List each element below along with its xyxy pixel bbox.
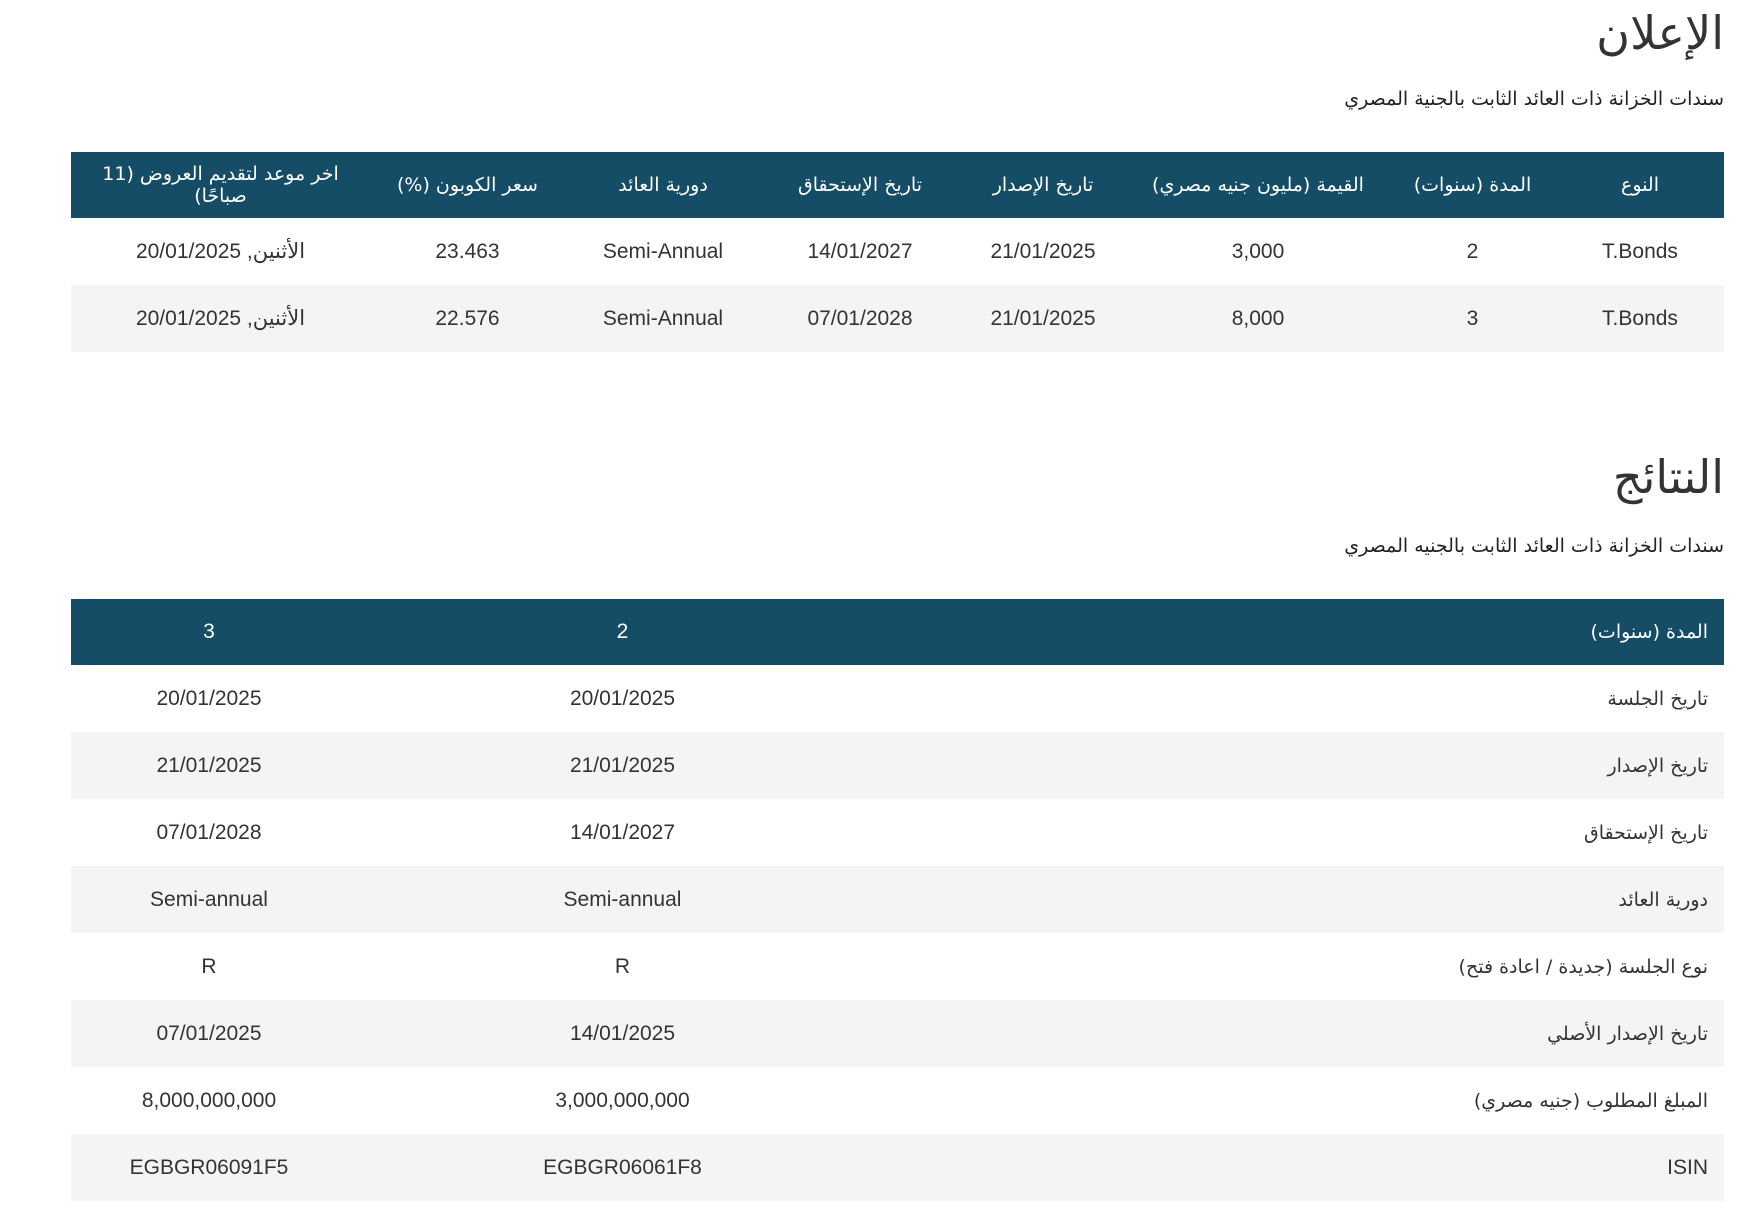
cell-value: 21/01/2025 (71, 732, 347, 799)
cell-value: 07/01/2028 (71, 799, 347, 866)
cell-value: 3,000,000,000 (347, 1067, 898, 1134)
cell-coupon-rate: 23.463 (370, 218, 565, 285)
cell-issue-date: 21/01/2025 (959, 285, 1127, 352)
results-header-row: المدة (سنوات) 2 3 (71, 599, 1724, 665)
row-label-maturity-date: تاريخ الإستحقاق (898, 799, 1724, 866)
row-label-coupon-frequency: دورية العائد (898, 866, 1724, 933)
cell-coupon-frequency: Semi-Annual (565, 218, 761, 285)
header-coupon-frequency: دورية العائد (565, 152, 761, 218)
row-label-original-issue-date: تاريخ الإصدار الأصلي (898, 1000, 1724, 1067)
header-tenor-3: 3 (71, 599, 347, 665)
table-row: ISIN EGBGR06061F8 EGBGR06091F5 (71, 1134, 1724, 1201)
cell-bid-deadline: الأثنين, 20/01/2025 (71, 285, 370, 352)
table-row: T.Bonds 3 8,000 21/01/2025 07/01/2028 Se… (71, 285, 1724, 352)
table-row: تاريخ الإستحقاق 14/01/2027 07/01/2028 (71, 799, 1724, 866)
row-label-session-type: نوع الجلسة (جديدة / اعادة فتح) (898, 933, 1724, 1000)
announcement-header-row: النوع المدة (سنوات) القيمة (مليون جنيه م… (71, 152, 1724, 218)
header-tenor: المدة (سنوات) (1389, 152, 1556, 218)
cell-value: R (347, 933, 898, 1000)
cell-value: Semi-annual (71, 866, 347, 933)
header-maturity-date: تاريخ الإستحقاق (761, 152, 959, 218)
header-type: النوع (1556, 152, 1724, 218)
table-row: تاريخ الجلسة 20/01/2025 20/01/2025 (71, 665, 1724, 732)
table-row: تاريخ الإصدار 21/01/2025 21/01/2025 (71, 732, 1724, 799)
cell-value: 21/01/2025 (347, 732, 898, 799)
header-amount: القيمة (مليون جنيه مصري) (1127, 152, 1389, 218)
row-label-session-date: تاريخ الجلسة (898, 665, 1724, 732)
results-table: المدة (سنوات) 2 3 تاريخ الجلسة 20/01/202… (71, 599, 1724, 1201)
header-coupon-rate: سعر الكوبون (%) (370, 152, 565, 218)
cell-maturity-date: 07/01/2028 (761, 285, 959, 352)
cell-amount: 8,000 (1127, 285, 1389, 352)
cell-coupon-frequency: Semi-Annual (565, 285, 761, 352)
announcement-subtitle: سندات الخزانة ذات العائد الثابت بالجنية … (1344, 88, 1724, 110)
cell-amount: 3,000 (1127, 218, 1389, 285)
cell-type: T.Bonds (1556, 218, 1724, 285)
header-issue-date: تاريخ الإصدار (959, 152, 1127, 218)
cell-maturity-date: 14/01/2027 (761, 218, 959, 285)
cell-value: EGBGR06061F8 (347, 1134, 898, 1201)
cell-value: 07/01/2025 (71, 1000, 347, 1067)
cell-value: 14/01/2025 (347, 1000, 898, 1067)
header-tenor-2: 2 (347, 599, 898, 665)
cell-value: R (71, 933, 347, 1000)
table-row: دورية العائد Semi-annual Semi-annual (71, 866, 1724, 933)
results-title: النتائج (1612, 450, 1724, 504)
cell-value: 8,000,000,000 (71, 1067, 347, 1134)
row-label-issue-date: تاريخ الإصدار (898, 732, 1724, 799)
cell-bid-deadline: الأثنين, 20/01/2025 (71, 218, 370, 285)
table-row: تاريخ الإصدار الأصلي 14/01/2025 07/01/20… (71, 1000, 1724, 1067)
row-label-amount-required: المبلغ المطلوب (جنيه مصري) (898, 1067, 1724, 1134)
cell-value: 14/01/2027 (347, 799, 898, 866)
announcement-table: النوع المدة (سنوات) القيمة (مليون جنيه م… (71, 152, 1724, 352)
cell-value: Semi-annual (347, 866, 898, 933)
cell-value: 20/01/2025 (71, 665, 347, 732)
cell-value: EGBGR06091F5 (71, 1134, 347, 1201)
cell-value: 20/01/2025 (347, 665, 898, 732)
announcement-title: الإعلان (1596, 6, 1724, 60)
header-bid-deadline: اخر موعد لتقديم العروض (11 صباحًا) (71, 152, 370, 218)
table-row: المبلغ المطلوب (جنيه مصري) 3,000,000,000… (71, 1067, 1724, 1134)
header-tenor: المدة (سنوات) (898, 599, 1724, 665)
cell-tenor: 2 (1389, 218, 1556, 285)
table-row: T.Bonds 2 3,000 21/01/2025 14/01/2027 Se… (71, 218, 1724, 285)
cell-issue-date: 21/01/2025 (959, 218, 1127, 285)
results-subtitle: سندات الخزانة ذات العائد الثابت بالجنيه … (1344, 535, 1724, 557)
table-row: نوع الجلسة (جديدة / اعادة فتح) R R (71, 933, 1724, 1000)
cell-tenor: 3 (1389, 285, 1556, 352)
row-label-isin: ISIN (898, 1134, 1724, 1201)
cell-type: T.Bonds (1556, 285, 1724, 352)
cell-coupon-rate: 22.576 (370, 285, 565, 352)
